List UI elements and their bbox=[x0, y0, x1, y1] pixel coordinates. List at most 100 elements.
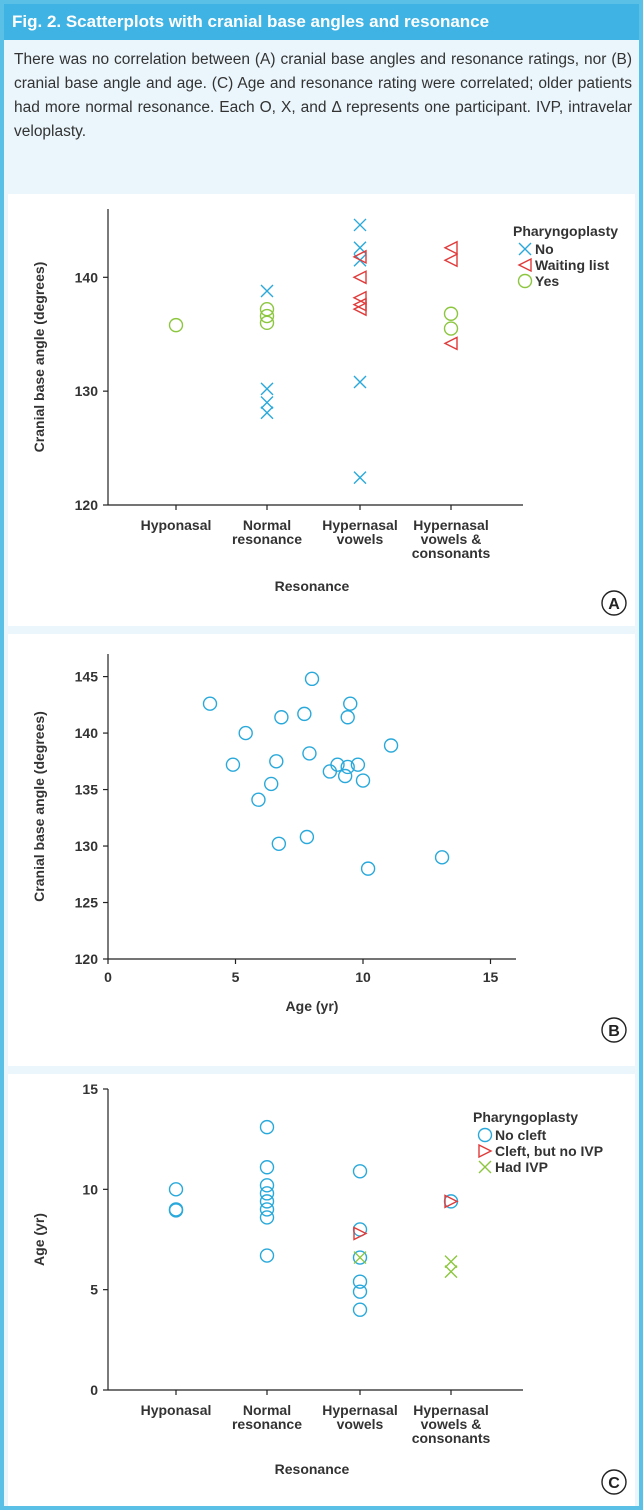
data-point bbox=[352, 1274, 368, 1289]
data-point bbox=[353, 375, 367, 389]
data-point-shape bbox=[340, 759, 355, 775]
data-point-shape bbox=[352, 249, 367, 264]
x-tick-label: 5 bbox=[232, 969, 240, 985]
panel-label-a: A bbox=[608, 596, 620, 613]
data-point-shape bbox=[297, 706, 312, 722]
data-point-shape bbox=[259, 1160, 275, 1175]
x-tick-label: Hypernasal vowels bbox=[322, 1402, 397, 1432]
legend-marker-shape bbox=[477, 1127, 493, 1143]
data-point bbox=[444, 1194, 459, 1209]
scatter-chart-c: 0 5 10 15 Hyponasal Normal resonance Hypernasal… bbox=[31, 1081, 627, 1495]
data-point bbox=[352, 1302, 368, 1317]
data-point bbox=[352, 1250, 368, 1265]
data-point bbox=[259, 1160, 275, 1175]
data-point-shape bbox=[337, 768, 353, 784]
data-point bbox=[383, 738, 399, 753]
data-point bbox=[444, 1265, 458, 1279]
data-point bbox=[434, 850, 450, 865]
data-point bbox=[259, 1202, 275, 1217]
data-point bbox=[352, 270, 367, 285]
data-point bbox=[443, 240, 458, 255]
data-point bbox=[260, 284, 274, 298]
data-point-shape bbox=[352, 1284, 368, 1299]
y-axis-label: Age (yr) bbox=[31, 1213, 47, 1266]
data-point-shape bbox=[259, 308, 275, 324]
data-point bbox=[260, 396, 274, 410]
legend-marker-shape bbox=[518, 242, 532, 256]
legend-marker bbox=[477, 1127, 493, 1143]
data-point bbox=[259, 1210, 275, 1225]
data-point bbox=[352, 302, 367, 317]
legend-marker bbox=[478, 1160, 492, 1174]
data-point-shape bbox=[353, 375, 367, 389]
data-point-shape bbox=[225, 757, 241, 772]
y-tick-label: 10 bbox=[82, 1181, 98, 1197]
data-point-shape bbox=[383, 738, 399, 753]
data-point bbox=[322, 764, 338, 779]
data-point bbox=[443, 336, 458, 351]
legend-entry: No cleft bbox=[495, 1127, 547, 1143]
data-point-shape bbox=[264, 776, 279, 792]
legend-entry: Cleft, but no IVP bbox=[495, 1143, 603, 1159]
data-point-shape bbox=[352, 270, 367, 285]
data-point-shape bbox=[360, 861, 376, 876]
x-axis-label: Resonance bbox=[275, 1461, 350, 1477]
data-point bbox=[330, 757, 345, 772]
legend-marker bbox=[478, 1143, 493, 1159]
data-point-shape bbox=[168, 317, 184, 333]
legend-marker bbox=[517, 273, 533, 289]
data-point bbox=[343, 696, 358, 711]
data-point-shape bbox=[444, 1194, 459, 1209]
data-point bbox=[260, 382, 274, 396]
data-point bbox=[444, 1255, 458, 1269]
data-point-shape bbox=[340, 710, 355, 725]
data-point-shape bbox=[302, 746, 317, 761]
data-point bbox=[297, 706, 312, 722]
y-tick-label: 140 bbox=[75, 269, 99, 285]
y-tick-label: 130 bbox=[75, 383, 99, 399]
panel-a: 120 130 140 Hyponasal Normal resonance Hyperna… bbox=[8, 194, 635, 626]
data-point bbox=[353, 1251, 367, 1265]
data-point bbox=[353, 471, 367, 485]
data-point bbox=[353, 1226, 368, 1241]
panel-label-ring bbox=[601, 1017, 627, 1043]
data-point-shape bbox=[168, 1182, 184, 1197]
data-point bbox=[271, 836, 287, 851]
data-point bbox=[202, 696, 218, 711]
data-point-shape bbox=[299, 829, 315, 845]
x-tick-label: Normal resonance bbox=[232, 1402, 302, 1432]
y-axis-label: Cranial base angle (degrees) bbox=[31, 262, 47, 453]
legend-marker-shape bbox=[478, 1160, 492, 1174]
legend-marker-shape bbox=[478, 1143, 493, 1159]
data-point-shape bbox=[322, 764, 338, 779]
data-point-shape bbox=[352, 1164, 368, 1179]
data-point bbox=[340, 759, 355, 775]
y-tick-label: 120 bbox=[75, 497, 99, 513]
panel-label-ring bbox=[601, 590, 627, 616]
data-point-shape bbox=[260, 382, 274, 396]
data-point bbox=[168, 1203, 184, 1218]
panel-c: 0 5 10 15 Hyponasal Normal resonance Hypernasal… bbox=[8, 1074, 635, 1506]
data-point-shape bbox=[352, 1274, 368, 1289]
data-point-shape bbox=[260, 284, 274, 298]
data-point bbox=[251, 792, 266, 807]
data-point-shape bbox=[434, 850, 450, 865]
x-axis-label: Resonance bbox=[275, 578, 350, 594]
data-point-shape bbox=[444, 1265, 458, 1279]
data-point bbox=[304, 671, 320, 687]
data-point bbox=[340, 710, 355, 725]
data-point-shape bbox=[259, 1119, 275, 1135]
scatter-chart-b: 120 125 130 135 140 145 0 5 10 15 Age (yr) Cranial … bbox=[31, 654, 627, 1043]
data-point bbox=[259, 1248, 275, 1263]
data-point bbox=[259, 308, 275, 324]
data-point bbox=[352, 1164, 368, 1179]
data-point bbox=[274, 710, 289, 725]
data-point-shape bbox=[260, 406, 274, 420]
y-tick-label: 145 bbox=[75, 669, 99, 685]
data-point-shape bbox=[353, 218, 367, 232]
y-tick-label: 130 bbox=[75, 838, 99, 854]
legend-marker bbox=[518, 242, 532, 256]
data-point bbox=[259, 1186, 275, 1201]
data-point bbox=[443, 321, 459, 336]
data-point-shape bbox=[259, 1210, 275, 1225]
